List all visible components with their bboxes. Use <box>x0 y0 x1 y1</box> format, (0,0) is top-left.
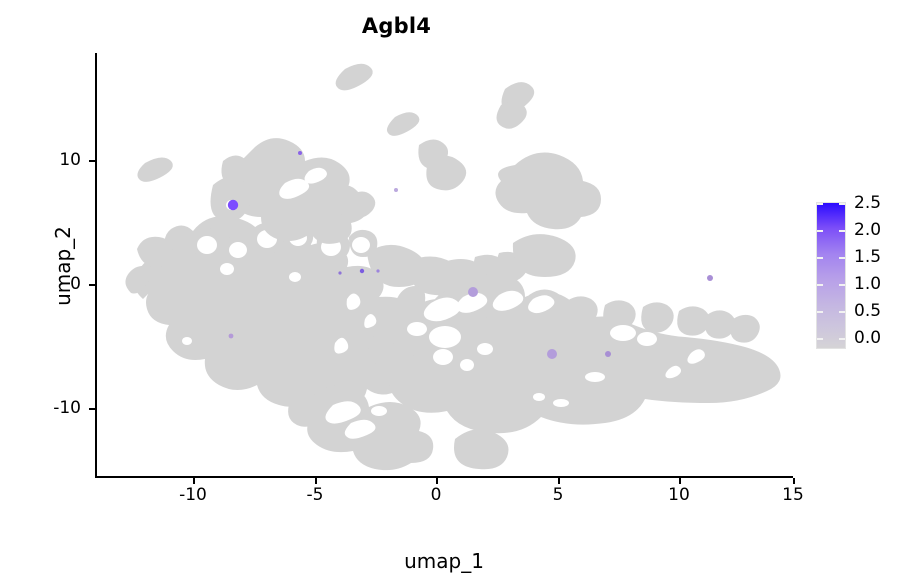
x-tick-label: 10 <box>668 485 690 505</box>
y-tick-label: 10 <box>59 150 81 170</box>
x-tick-3 <box>558 478 560 484</box>
colorbar-tick <box>817 203 823 205</box>
y-tick-0 <box>89 160 95 162</box>
colorbar-tick <box>839 230 845 232</box>
colorbar-tick <box>839 257 845 259</box>
colorbar <box>816 202 846 349</box>
colorbar-tick <box>817 284 823 286</box>
x-tick-2 <box>436 478 438 484</box>
x-tick-label: 5 <box>552 485 564 505</box>
page-title: Agbl4 <box>361 14 432 38</box>
plot-axes: -10 -5 0 5 10 15 10 0 -10 umap_1 umap_2 <box>51 53 804 573</box>
colorbar-label: 2.0 <box>854 220 882 240</box>
colorbar-tick <box>839 284 845 286</box>
y-tick-label: -10 <box>53 398 81 418</box>
x-axis-label: umap_1 <box>404 549 484 573</box>
y-axis-spine <box>95 53 98 478</box>
x-tick-4 <box>679 478 681 484</box>
y-tick-label: 0 <box>70 274 81 294</box>
cluster-voids-misc <box>226 167 387 439</box>
colorbar-tick <box>839 338 845 340</box>
y-axis-label: umap_2 <box>50 225 75 306</box>
colorbar-tick <box>817 338 823 340</box>
colorbar-tick <box>839 311 845 313</box>
colorbar-label: 1.5 <box>854 247 882 267</box>
x-tick-label: 15 <box>782 485 804 505</box>
x-tick-label: -10 <box>179 485 207 505</box>
colorbar-tick <box>839 203 845 205</box>
colorbar-tick <box>817 230 823 232</box>
cluster-voids-right <box>407 290 705 407</box>
y-tick-2 <box>89 408 95 410</box>
colorbar-label: 0.5 <box>854 301 882 321</box>
cluster-blobs-right <box>368 273 781 434</box>
x-tick-label: -5 <box>306 485 324 505</box>
colorbar-label: 0.0 <box>854 328 882 348</box>
x-tick-1 <box>315 478 317 484</box>
highlighted-expression-points <box>227 151 713 359</box>
y-tick-1 <box>89 284 95 286</box>
x-tick-label: 0 <box>430 485 442 505</box>
colorbar-tick <box>817 257 823 259</box>
x-axis-spine <box>95 475 793 478</box>
x-tick-5 <box>793 478 795 484</box>
colorbar-label: 2.5 <box>854 193 882 213</box>
colorbar-tick <box>817 311 823 313</box>
colorbar-label: 1.0 <box>854 274 882 294</box>
scatter-plot-area <box>95 53 793 478</box>
x-tick-0 <box>193 478 195 484</box>
colorbar-gradient <box>817 203 845 348</box>
